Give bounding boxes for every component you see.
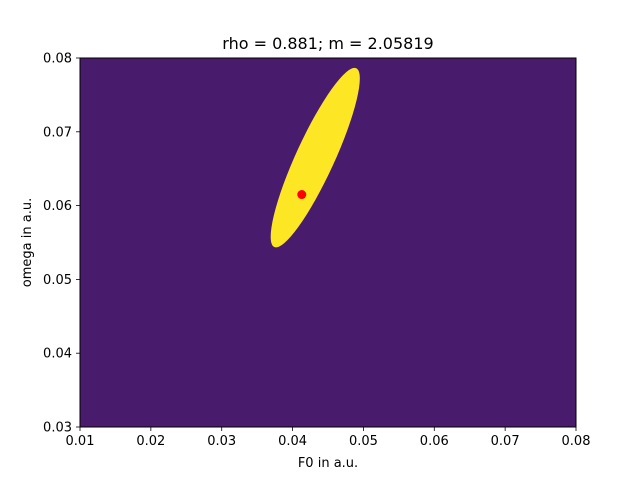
x-tick-label: 0.01	[66, 434, 95, 449]
chart-title: rho = 0.881; m = 2.05819	[222, 34, 433, 53]
y-tick-label: 0.07	[43, 125, 72, 140]
plot-frame	[79, 57, 577, 428]
y-axis-label: omega in a.u.	[20, 198, 35, 287]
y-tick-label: 0.04	[43, 347, 72, 362]
x-tick-label: 0.03	[207, 434, 236, 449]
x-tick-label: 0.04	[278, 434, 307, 449]
contour-levels	[270, 67, 360, 248]
x-tick-label: 0.08	[562, 434, 591, 449]
x-tick-label: 0.07	[491, 434, 520, 449]
x-tick-label: 0.05	[349, 434, 378, 449]
y-tick-label: 0.05	[43, 273, 72, 288]
y-tick-label: 0.08	[43, 52, 72, 67]
y-axis-ticks: 0.03 0.04 0.05 0.06 0.07 0.08	[43, 52, 80, 436]
x-tick-label: 0.06	[420, 434, 449, 449]
x-axis-ticks: 0.01 0.02 0.03 0.04 0.05 0.06 0.07 0.08	[66, 427, 591, 449]
x-axis-label: F0 in a.u.	[298, 456, 358, 471]
y-tick-label: 0.06	[43, 199, 72, 214]
y-tick-label: 0.03	[43, 421, 72, 436]
x-tick-label: 0.02	[136, 434, 165, 449]
contour-level-8	[270, 67, 360, 248]
data-point-marker	[297, 190, 307, 200]
